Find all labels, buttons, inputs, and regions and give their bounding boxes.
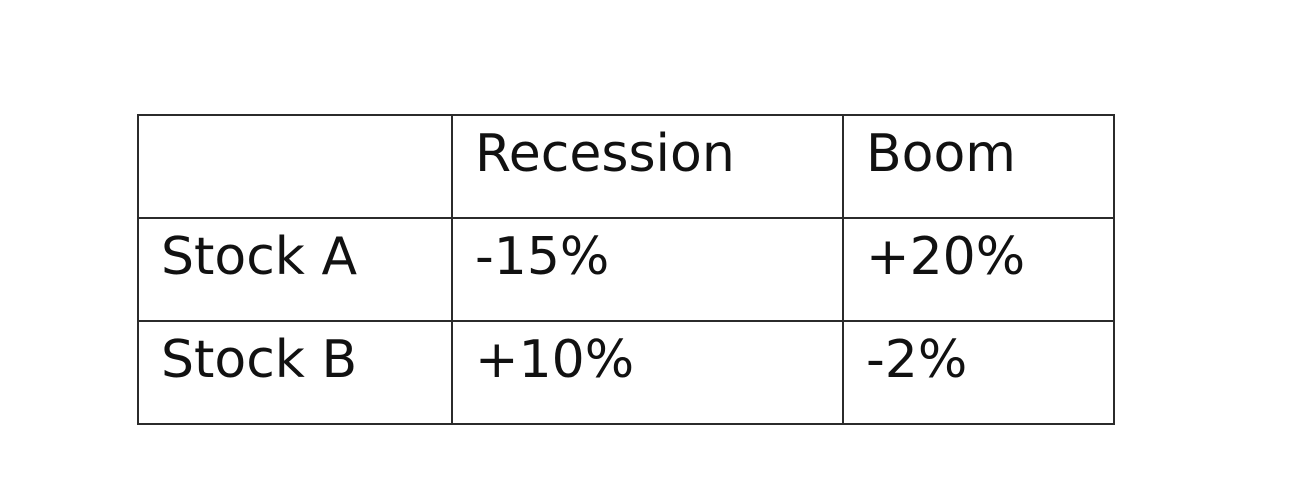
table-row: Stock B +10% -2% [137, 320, 1115, 425]
returns-table: Recession Boom Stock A -15% +20% Stock B… [137, 114, 1115, 425]
stock-a-boom-cell: +20% [842, 217, 1115, 322]
row-label-stock-a: Stock A [137, 217, 453, 322]
table-header-row: Recession Boom [137, 114, 1115, 219]
header-recession: Recession [451, 114, 844, 219]
stock-b-boom-cell: -2% [842, 320, 1115, 425]
header-boom: Boom [842, 114, 1115, 219]
stock-b-recession-cell: +10% [451, 320, 844, 425]
row-label-stock-b: Stock B [137, 320, 453, 425]
corner-cell [137, 114, 453, 219]
table-row: Stock A -15% +20% [137, 217, 1115, 322]
stock-a-recession-cell: -15% [451, 217, 844, 322]
